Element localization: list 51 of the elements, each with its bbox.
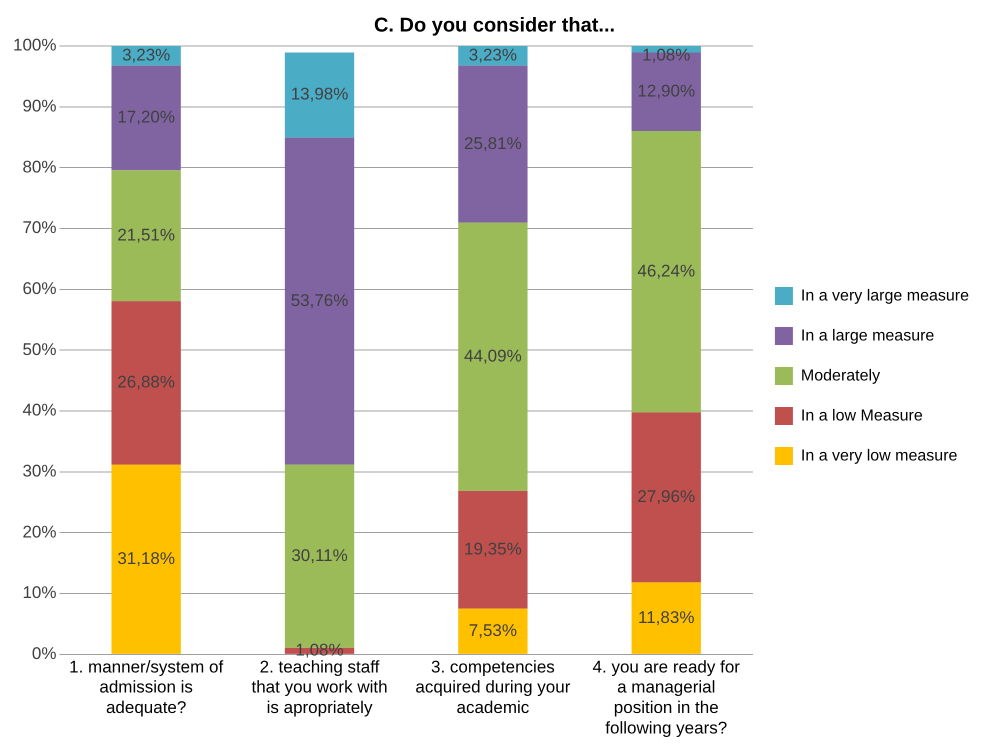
x-tick-label: 4. you are ready for a managerial position in the following years? xyxy=(592,657,740,738)
data-label: 3,23% xyxy=(122,46,170,65)
data-label: 19,35% xyxy=(464,539,522,558)
bar xyxy=(284,138,354,465)
y-tick-label: 0% xyxy=(32,644,56,664)
data-label: 27,96% xyxy=(637,487,696,506)
data-label: 30,11% xyxy=(291,546,348,565)
legend-label: In a very low measure xyxy=(800,447,958,464)
bar xyxy=(632,412,701,582)
data-label: 3,23% xyxy=(468,46,517,65)
y-tick-label: 100% xyxy=(12,36,56,55)
bar xyxy=(111,301,181,465)
bar xyxy=(284,52,354,138)
bar xyxy=(111,464,181,654)
chart-title: C. Do you consider that... xyxy=(374,14,616,37)
y-tick-label: 70% xyxy=(22,218,56,238)
legend-label: In a very large measure xyxy=(800,287,970,304)
legend-label: In a large measure xyxy=(800,327,934,344)
bar xyxy=(111,170,181,302)
y-tick-label: 10% xyxy=(22,583,56,602)
bar xyxy=(458,490,528,609)
bar xyxy=(632,582,701,654)
data-label: 31,18% xyxy=(117,548,175,568)
data-label: 11,83% xyxy=(638,608,694,627)
data-label: 25,81% xyxy=(464,134,522,153)
data-label: 13,98% xyxy=(290,84,348,104)
y-tick-label: 20% xyxy=(22,522,56,542)
bar xyxy=(458,222,528,491)
bar xyxy=(458,66,528,223)
y-tick-label: 40% xyxy=(22,400,56,420)
data-label: 26,88% xyxy=(117,372,175,392)
legend-label: Moderately xyxy=(800,367,880,384)
y-tick-label: 80% xyxy=(22,157,56,176)
data-label: 7,53% xyxy=(468,620,517,640)
data-label: 12,90% xyxy=(637,81,696,100)
data-label: 17,20% xyxy=(117,108,175,127)
bar xyxy=(632,130,701,412)
data-label: 21,51% xyxy=(117,225,175,244)
data-label: 46,24% xyxy=(637,261,696,280)
data-label: 53,76% xyxy=(290,290,348,310)
y-tick-label: 30% xyxy=(22,462,56,481)
y-tick-label: 90% xyxy=(22,96,56,116)
data-label: 44,09% xyxy=(464,346,522,366)
legend-label: In a low Measure xyxy=(800,407,923,424)
bar xyxy=(111,66,181,170)
x-tick-label: 1. manner/system of admission is adequate? xyxy=(69,657,224,718)
y-tick-label: 60% xyxy=(22,279,56,298)
bar xyxy=(458,608,528,654)
x-tick-label: 3. competencies acquired during your academic xyxy=(415,657,571,718)
x-tick-label: 2. teaching staff that you work with is apropriately xyxy=(251,657,388,718)
y-tick-label: 50% xyxy=(22,340,56,359)
